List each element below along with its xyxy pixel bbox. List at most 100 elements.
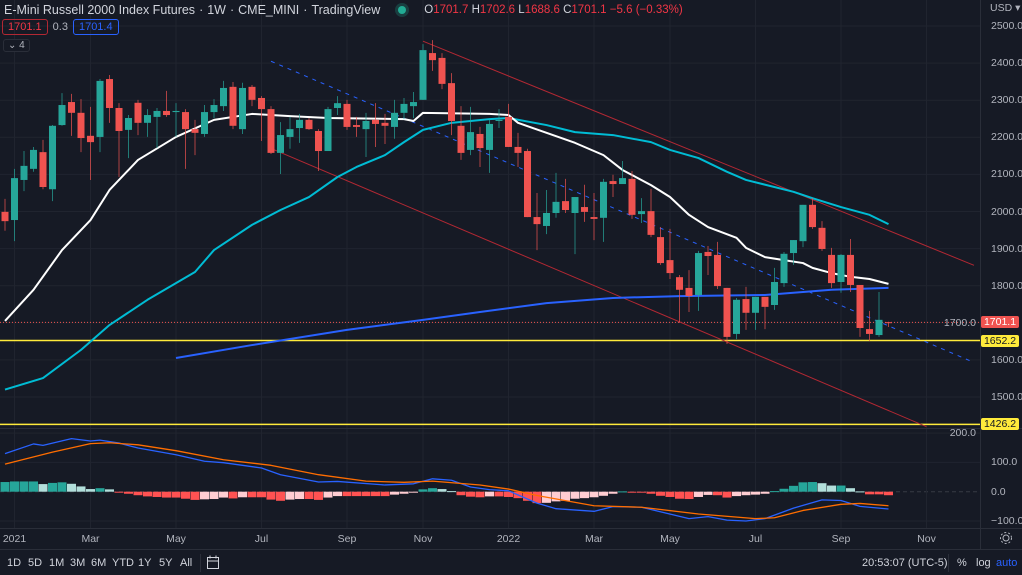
range-1d[interactable]: 1D <box>7 557 22 569</box>
time-tick: May <box>166 533 186 545</box>
candle-body <box>799 204 807 242</box>
candle-body <box>362 120 370 130</box>
macd-histogram-bar <box>171 491 181 498</box>
candle <box>628 171 636 219</box>
macd-histogram-bar <box>86 489 95 492</box>
range-5d[interactable]: 5D <box>28 557 43 569</box>
candle <box>96 79 104 153</box>
spread: 0.3 <box>52 21 68 33</box>
candle-body <box>191 129 199 133</box>
candle-body <box>267 109 275 153</box>
range-6m[interactable]: 6M <box>91 557 107 569</box>
macd-histogram-bar <box>779 488 789 492</box>
macd-histogram-bar <box>827 485 836 492</box>
macd-pane[interactable] <box>0 438 894 522</box>
candle-body <box>657 237 664 264</box>
price-pane[interactable] <box>0 40 980 428</box>
candle-body <box>742 299 750 313</box>
candle <box>828 247 835 288</box>
candle <box>571 197 579 255</box>
candle-body <box>144 115 151 123</box>
candle-body <box>343 103 351 127</box>
price-tick: 1500.0 <box>991 391 1022 403</box>
range-1y[interactable]: 1Y <box>138 557 152 569</box>
candle <box>714 241 721 290</box>
candle-body <box>818 227 826 249</box>
candle-body <box>182 112 189 130</box>
macd-histogram-bar <box>399 491 409 494</box>
auto-scale-toggle[interactable]: auto <box>996 557 1018 569</box>
candle-body <box>837 254 845 282</box>
range-5y[interactable]: 5Y <box>159 557 173 569</box>
macd-histogram-bar <box>38 484 48 492</box>
candle-body <box>391 112 398 127</box>
candle-body <box>334 103 341 108</box>
currency-selector[interactable]: USD ▾ <box>990 2 1021 14</box>
market-status-icon[interactable] <box>398 6 407 14</box>
candle <box>467 106 474 156</box>
candle <box>296 113 303 143</box>
price-marker: 1426.2 <box>981 418 1019 431</box>
candle <box>562 178 569 213</box>
time-tick: 2022 <box>496 533 521 545</box>
candle <box>752 296 759 330</box>
candle-body <box>248 86 256 100</box>
macd-histogram-bar <box>466 491 475 497</box>
percent-scale-toggle[interactable]: % <box>957 557 967 569</box>
buy-button[interactable]: 1701.4 <box>72 19 119 35</box>
range-3m[interactable]: 3M <box>70 557 86 569</box>
candle-body <box>514 146 522 153</box>
interval[interactable]: 1W <box>207 3 226 17</box>
candle-body <box>780 253 788 284</box>
symbol-title[interactable]: E-Mini Russell 2000 Index Futures <box>4 3 196 17</box>
indicators-collapse-button[interactable]: ⌄ 4 <box>3 39 30 52</box>
macd-histogram-bar <box>865 491 874 495</box>
candle <box>58 93 66 126</box>
macd-histogram-bar <box>817 483 827 492</box>
candle-body <box>467 132 474 150</box>
candle-body <box>172 110 180 113</box>
sell-button[interactable]: 1701.1 <box>2 19 48 35</box>
price-tick: 2300.0 <box>991 94 1022 107</box>
time-tick: May <box>660 533 680 545</box>
candle-body <box>77 112 85 139</box>
candle-body <box>277 135 284 153</box>
candle-body <box>543 212 550 226</box>
candle-body <box>533 217 541 225</box>
candle-body <box>68 102 75 113</box>
macd-tick: 200.0 <box>949 427 976 440</box>
candle-body <box>771 281 778 305</box>
candle-body <box>125 118 132 130</box>
time-tick: Mar <box>584 533 604 545</box>
candle-body <box>875 319 883 336</box>
candle <box>866 310 873 341</box>
range-ytd[interactable]: YTD <box>112 557 134 569</box>
candle-body <box>647 211 655 235</box>
separator: · <box>199 3 204 17</box>
macd-histogram-bar <box>200 491 209 500</box>
range-all[interactable]: All <box>180 557 193 569</box>
macd-histogram-bar <box>0 482 10 492</box>
macd-histogram-bar <box>76 486 86 492</box>
clock-timezone[interactable]: 20:53:07 (UTC-5) <box>862 557 948 569</box>
price-tick: 2400.0 <box>991 57 1022 70</box>
candle-body <box>106 79 113 108</box>
macd-histogram-bar <box>608 491 618 494</box>
candle <box>106 74 113 123</box>
settings-gear-icon[interactable] <box>999 531 1013 545</box>
candle <box>87 106 94 180</box>
candle <box>761 296 769 330</box>
time-tick: Mar <box>81 533 100 545</box>
macd-histogram-bar <box>646 491 656 494</box>
log-scale-toggle[interactable]: log <box>976 557 991 569</box>
range-1m[interactable]: 1M <box>49 557 65 569</box>
macd-histogram-bar <box>703 491 713 495</box>
candle <box>647 188 655 238</box>
candle <box>590 192 598 241</box>
candle <box>818 221 826 251</box>
macd-histogram-bar <box>19 481 29 492</box>
candle <box>191 119 199 156</box>
macd-histogram-bar <box>133 491 143 496</box>
go-to-date-calendar-icon[interactable] <box>206 555 220 570</box>
